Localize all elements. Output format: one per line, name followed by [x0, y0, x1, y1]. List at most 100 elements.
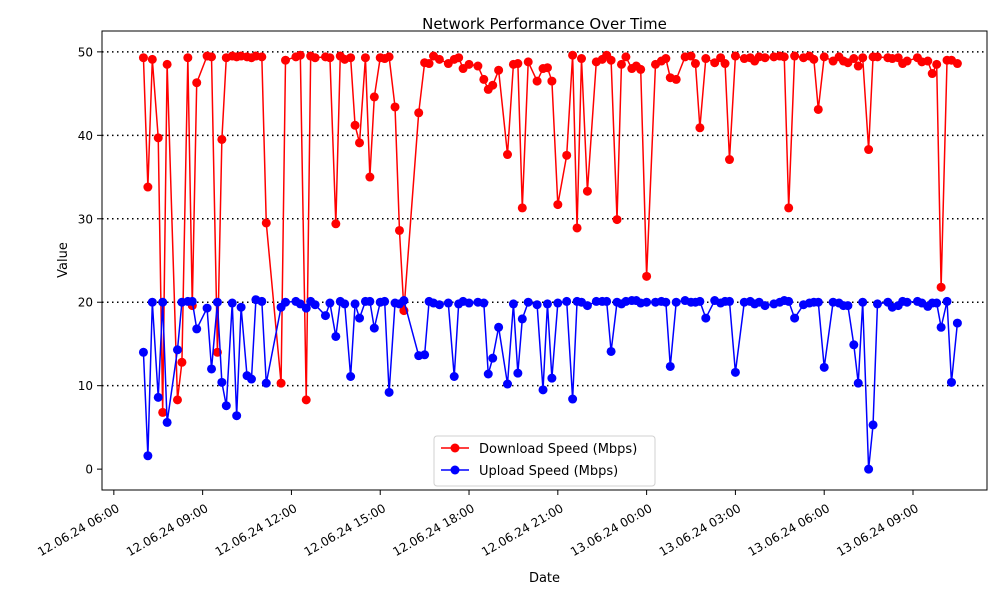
data-point [868, 420, 878, 430]
data-point [301, 303, 311, 313]
data-point [158, 407, 168, 417]
data-point [661, 54, 671, 64]
data-point [365, 296, 375, 306]
data-point [572, 223, 582, 233]
data-point [932, 298, 942, 308]
data-point [276, 378, 286, 388]
data-point [346, 372, 356, 381]
data-point [158, 297, 168, 307]
data-point [369, 92, 379, 102]
data-point [494, 322, 504, 332]
data-point [621, 52, 631, 62]
data-point [902, 56, 912, 66]
data-point [147, 54, 157, 64]
data-point [701, 313, 711, 323]
data-point [942, 296, 952, 306]
data-point [172, 345, 182, 355]
data-point [246, 374, 256, 384]
data-point [503, 150, 512, 160]
data-point [192, 78, 202, 88]
data-point [542, 299, 552, 309]
series-layer [138, 50, 962, 474]
data-point [187, 296, 197, 306]
data-point [790, 51, 800, 61]
data-point [172, 395, 182, 405]
data-point [473, 61, 483, 71]
data-point [494, 65, 504, 75]
data-point [365, 172, 375, 182]
data-point [464, 59, 474, 69]
data-point [508, 299, 518, 309]
data-point [784, 296, 794, 306]
legend: Download Speed (Mbps) Upload Speed (Mbps… [433, 435, 656, 487]
data-point [503, 379, 512, 389]
data-point [464, 298, 474, 308]
data-point [853, 61, 863, 71]
legend-download-marker [450, 443, 460, 453]
data-point [760, 301, 770, 311]
data-point [384, 387, 394, 397]
data-point [384, 52, 394, 62]
data-point [310, 53, 320, 63]
data-point [902, 297, 912, 307]
data-point [340, 299, 350, 309]
data-point [257, 296, 267, 306]
data-point [606, 55, 616, 65]
data-point [443, 298, 453, 308]
data-point [183, 53, 193, 63]
data-point [217, 377, 227, 387]
legend-upload-marker [450, 465, 460, 475]
y-tick-label: 50 [78, 45, 93, 59]
data-point [217, 134, 227, 144]
data-point [295, 50, 305, 60]
data-point [325, 298, 335, 308]
data-point [547, 373, 557, 383]
data-point [582, 186, 592, 196]
data-point [553, 200, 563, 210]
legend-download-label: Download Speed (Mbps) [479, 442, 637, 457]
data-point [207, 364, 217, 374]
data-point [671, 297, 681, 307]
data-point [483, 369, 493, 379]
data-point [532, 300, 542, 310]
data-point [730, 367, 740, 377]
data-point [936, 322, 946, 332]
y-tick-label: 20 [78, 296, 93, 310]
data-point [690, 59, 700, 69]
y-tick-label: 40 [78, 129, 93, 143]
data-point [952, 59, 962, 69]
data-point [434, 300, 444, 310]
data-point [538, 385, 548, 395]
data-point [636, 64, 646, 74]
data-point [790, 313, 800, 323]
data-point [864, 464, 874, 474]
data-point [153, 133, 163, 143]
data-point [261, 378, 271, 388]
data-point [952, 318, 962, 328]
legend-upload-label: Upload Speed (Mbps) [479, 464, 618, 479]
data-point [454, 53, 464, 63]
data-point [212, 297, 222, 307]
data-point [523, 297, 533, 307]
data-point [568, 50, 578, 60]
data-point [227, 298, 237, 308]
data-point [927, 69, 937, 79]
data-point [671, 74, 681, 84]
y-tick-label: 10 [78, 379, 93, 393]
data-point [350, 120, 360, 130]
data-point [562, 150, 572, 160]
data-point [346, 53, 356, 63]
data-point [760, 53, 770, 63]
x-axis-title: Date [529, 571, 560, 586]
legend-box [433, 435, 656, 487]
data-point [813, 297, 823, 307]
data-point [642, 297, 652, 307]
y-tick-label: 0 [85, 463, 93, 477]
data-point [301, 395, 311, 405]
data-point [606, 346, 616, 356]
y-axis: 0 10 20 30 40 50 [78, 45, 102, 477]
data-point [612, 215, 622, 225]
data-point [162, 417, 172, 427]
data-point [582, 301, 592, 311]
